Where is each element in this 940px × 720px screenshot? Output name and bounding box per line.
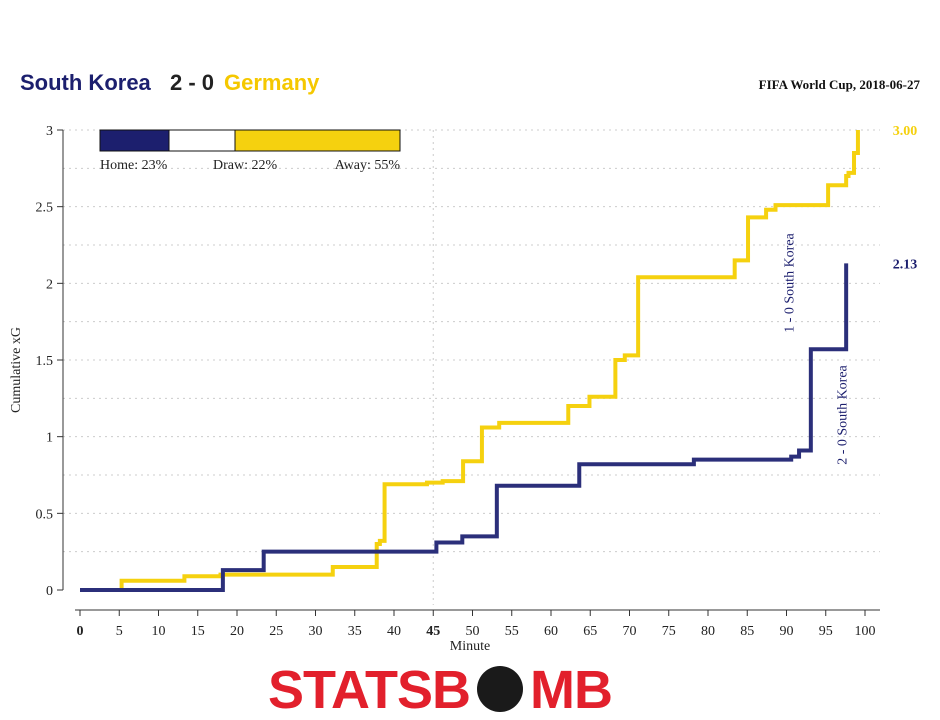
- x-tick-label: 75: [662, 624, 676, 639]
- goal-annotation-label: 1 - 0 South Korea: [782, 232, 797, 332]
- x-tick-label: 55: [505, 624, 519, 639]
- x-axis-label: Minute: [450, 639, 490, 654]
- x-tick-label: 15: [191, 624, 205, 639]
- home-probability-segment: [99, 129, 170, 152]
- logo-text-right: MB: [530, 660, 612, 720]
- home-team-name: South Korea: [20, 70, 152, 95]
- x-tick-label: 25: [269, 624, 283, 639]
- home-probability-label: Home: 23%: [100, 158, 168, 173]
- x-tick-label: 80: [701, 624, 715, 639]
- x-tick-label: 20: [230, 624, 244, 639]
- away-team-name: Germany: [224, 70, 320, 95]
- x-tick-label: 5: [116, 624, 123, 639]
- away-probability-label: Away: 55%: [335, 158, 401, 173]
- draw-probability-label: Draw: 22%: [213, 158, 277, 173]
- y-tick-label: 3: [46, 124, 53, 139]
- x-tick-label: 95: [819, 624, 833, 639]
- xg-lines: 3.00 2.13: [80, 124, 918, 592]
- logo-text-left: STATSB: [268, 660, 470, 720]
- logo-bomb-icon: [477, 666, 523, 712]
- xg-line-germany: [80, 130, 860, 592]
- goal-annotations: 1 - 0 South Korea 2 - 0 South Korea: [782, 232, 850, 464]
- chart-grid: [63, 129, 880, 605]
- draw-probability-segment: [168, 129, 236, 152]
- x-tick-label: 0: [77, 624, 84, 639]
- x-tick-label: 90: [780, 624, 794, 639]
- y-tick-label: 1: [46, 431, 53, 446]
- competition-date: FIFA World Cup, 2018-06-27: [759, 77, 921, 92]
- x-tick-label: 60: [544, 624, 558, 639]
- x-tick-label: 45: [426, 624, 440, 639]
- x-tick-label: 65: [583, 624, 597, 639]
- statsbomb-logo: STATSB MB: [268, 660, 613, 720]
- final-xg-label: 3.00: [893, 124, 918, 139]
- goal-annotation-label: 2 - 0 South Korea: [836, 364, 851, 464]
- y-tick-label: 1.5: [36, 354, 54, 369]
- x-tick-label: 100: [855, 624, 876, 639]
- x-tick-label: 85: [740, 624, 754, 639]
- x-tick-label: 30: [309, 624, 323, 639]
- x-tick-label: 35: [348, 624, 362, 639]
- away-probability-segment: [234, 129, 401, 152]
- match-score: 2 - 0: [170, 70, 214, 95]
- win-probability-bar: Home: 23% Draw: 22% Away: 55%: [99, 129, 401, 173]
- x-tick-label: 70: [623, 624, 637, 639]
- y-axis-label: Cumulative xG: [9, 327, 24, 413]
- y-tick-label: 2.5: [36, 201, 54, 216]
- y-tick-label: 0: [46, 584, 53, 599]
- xg-line-south-korea: [80, 263, 849, 592]
- final-xg-label: 2.13: [893, 257, 918, 272]
- x-tick-label: 50: [466, 624, 480, 639]
- x-tick-label: 10: [152, 624, 166, 639]
- chart-axes: 00.511.522.530 5 10 15 20 25 30 35 40 45 50 55 60 65 7…: [36, 124, 880, 639]
- y-tick-label: 0.5: [36, 507, 54, 522]
- x-tick-label: 40: [387, 624, 401, 639]
- y-tick-label: 2: [46, 277, 53, 292]
